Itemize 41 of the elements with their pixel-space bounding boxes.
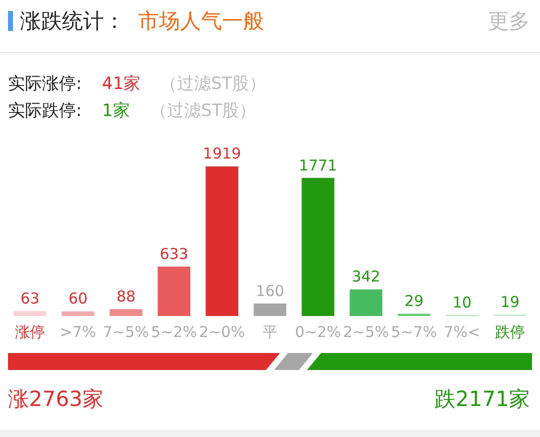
- data-label: 160: [256, 282, 284, 300]
- text: （过滤ST股）: [150, 100, 256, 122]
- text: 41家: [102, 73, 141, 95]
- bar: [110, 309, 142, 316]
- text: 涨2763家: [8, 386, 104, 413]
- x-tick-label: 7%<: [444, 322, 480, 341]
- chart-title: 涨跌统计：: [20, 8, 125, 35]
- data-label: 88: [116, 288, 136, 306]
- x-tick-label: 涨停: [15, 322, 45, 341]
- text: 实际涨停:: [8, 73, 82, 95]
- text: 跌2171家: [434, 386, 530, 413]
- data-label: 63: [20, 289, 40, 308]
- x-tick-label: 跌停: [495, 322, 525, 341]
- data-label: 60: [68, 290, 88, 308]
- bar: [302, 178, 334, 316]
- bar: [350, 289, 382, 316]
- text: （过滤ST股）: [160, 73, 266, 95]
- x-tick-label: 7~5%: [103, 322, 149, 341]
- bar: [62, 311, 94, 316]
- x-tick-label: 5~7%: [391, 322, 437, 341]
- x-tick-label: 5~2%: [151, 322, 197, 341]
- bar: [158, 266, 190, 316]
- x-tick-label: 2~0%: [199, 322, 245, 341]
- bar: [14, 311, 46, 316]
- bar: [206, 166, 238, 316]
- text: 更多: [488, 8, 530, 35]
- data-label: 1919: [202, 144, 242, 163]
- data-label: 342: [352, 268, 380, 286]
- data-label: 19: [500, 292, 520, 311]
- data-label: 10: [452, 294, 472, 312]
- chart-subtitle: 市场人气一般: [138, 8, 264, 35]
- x-tick-label: 2~5%: [343, 322, 389, 341]
- data-label: 1771: [298, 156, 338, 174]
- x-tick-label: 0~2%: [295, 322, 341, 341]
- x-tick-label: >7%: [60, 322, 96, 341]
- x-tick-label: 平: [262, 322, 278, 341]
- data-label: 633: [160, 245, 188, 264]
- text: 实际跌停:: [8, 100, 82, 122]
- text: 1家: [102, 100, 130, 122]
- bar: [254, 304, 286, 316]
- data-label: 29: [404, 292, 424, 310]
